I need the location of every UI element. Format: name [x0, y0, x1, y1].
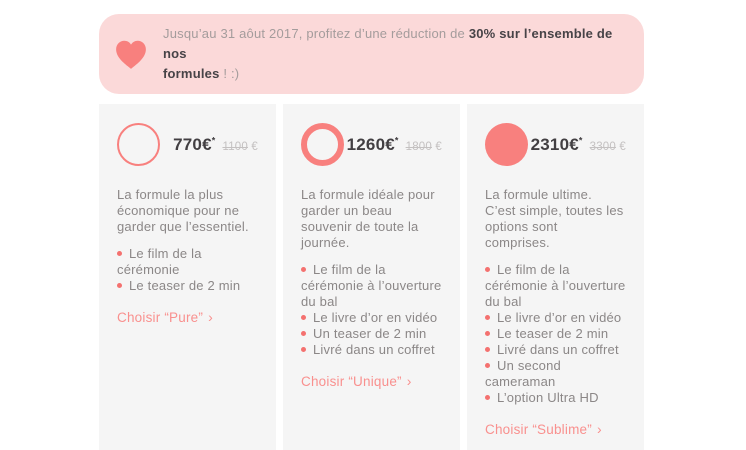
promo-text: Jusqu’au 31 aôut 2017, profitez d’une ré… [163, 24, 624, 84]
choose-pure-link[interactable]: Choisir “Pure” › [117, 309, 213, 325]
feature-list: Le film de la cérémonie à l’ouverture du… [485, 262, 626, 406]
price-group: 1260€* 1800 € [347, 135, 442, 155]
bullet-icon [485, 267, 490, 272]
choose-unique-link[interactable]: Choisir “Unique” › [301, 373, 412, 389]
card-description: La formule ultime. C’est simple, toutes … [485, 187, 624, 250]
price: 2310€* [530, 134, 583, 154]
tier-circle-outline-thin-icon [117, 123, 160, 166]
bullet-icon [301, 331, 306, 336]
bullet-icon [485, 331, 490, 336]
feature-item: Le film de la cérémonie à l’ouverture du… [301, 262, 442, 309]
feature-item: Un teaser de 2 min [301, 326, 442, 342]
feature-item: Le teaser de 2 min [485, 326, 626, 342]
bullet-icon [485, 395, 490, 400]
bullet-icon [485, 315, 490, 320]
price: 1260€* [346, 134, 399, 154]
price: 770€* [173, 134, 216, 154]
bullet-icon [301, 347, 306, 352]
feature-list: Le film de la cérémonie à l’ouverture du… [301, 262, 442, 358]
chevron-right-icon: › [406, 373, 412, 389]
feature-item: Le film de la cérémonie à l’ouverture du… [485, 262, 626, 309]
feature-item: Le film de la cérémonie [117, 246, 202, 277]
promo-banner: Jusqu’au 31 aôut 2017, profitez d’une ré… [99, 14, 644, 94]
cta-row: Choisir “Sublime” › [485, 421, 626, 439]
feature-item: Le teaser de 2 min [117, 278, 258, 294]
card-description: La formule la plus économique pour ne ga… [117, 187, 249, 234]
promo-text-suffix: ! :) [219, 66, 240, 81]
feature-item: Le livre d’or en vidéo [301, 310, 442, 326]
promo-text-bold-2: formules [163, 66, 220, 81]
bullet-icon [485, 347, 490, 352]
feature-item: Le livre d’or en vidéo [485, 310, 626, 326]
bullet-icon [301, 315, 306, 320]
tier-circle-filled-icon [485, 123, 528, 166]
old-price: 1100 € [222, 140, 258, 153]
feature-item: Un second cameraman [485, 358, 561, 389]
bullet-icon [485, 363, 490, 368]
feature-item: Livré dans un coffret [301, 342, 442, 358]
old-price: 1800 € [405, 140, 442, 153]
tier-circle-outline-thick-icon [301, 123, 344, 166]
bullet-icon [117, 283, 122, 288]
promo-text-regular: Jusqu’au 31 aôut 2017, profitez d’une ré… [163, 26, 469, 41]
pricing-card-pure: 770€* 1100 € La formule la plus économiq… [99, 104, 276, 450]
price-asterisk: * [211, 134, 216, 145]
price-group: 2310€* 3300 € [531, 135, 626, 155]
feature-item: L’option Ultra HD [485, 390, 626, 406]
pricing-card-sublime: 2310€* 3300 € La formule ultime. C’est s… [467, 104, 644, 450]
cta-row: Choisir “Unique” › [301, 373, 442, 391]
chevron-right-icon: › [596, 421, 602, 437]
feature-list: Le film de la cérémonie Le teaser de 2 m… [117, 246, 258, 294]
price-asterisk: * [578, 134, 583, 145]
bullet-icon [301, 267, 306, 272]
bullet-icon [117, 251, 122, 256]
choose-sublime-link[interactable]: Choisir “Sublime” › [485, 421, 602, 437]
price-group: 770€* 1100 € [173, 135, 258, 155]
card-description: La formule idéale pour garder un beau so… [301, 187, 435, 250]
pricing-cards: 770€* 1100 € La formule la plus économiq… [99, 104, 644, 450]
page-content: Jusqu’au 31 aôut 2017, profitez d’une ré… [99, 14, 644, 450]
card-head: 770€* 1100 € [117, 123, 258, 166]
pricing-card-unique: 1260€* 1800 € La formule idéale pour gar… [283, 104, 460, 450]
card-head: 2310€* 3300 € [485, 123, 626, 166]
chevron-right-icon: › [208, 309, 213, 325]
feature-item: Livré dans un coffret [485, 342, 626, 358]
heart-icon [116, 40, 146, 69]
price-asterisk: * [394, 134, 399, 145]
promo-text-bold-1: 30% sur l’ensemble de nos [163, 26, 613, 61]
cta-row: Choisir “Pure” › [117, 309, 258, 327]
card-head: 1260€* 1800 € [301, 123, 442, 166]
old-price: 3300 € [589, 140, 626, 153]
